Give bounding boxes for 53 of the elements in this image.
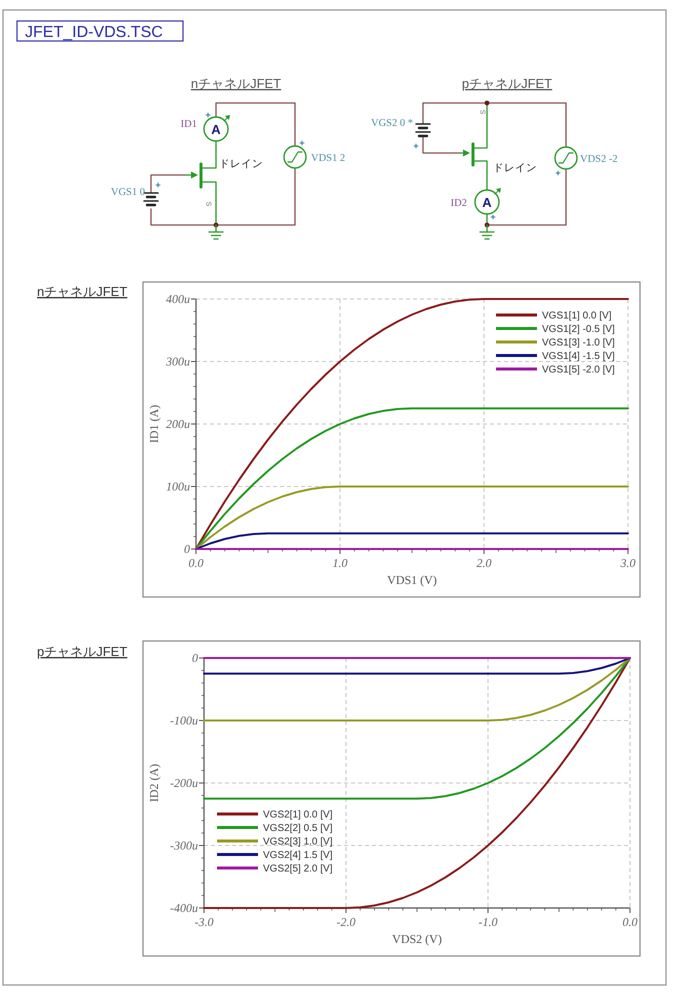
x-tick-label: -1.0 xyxy=(478,915,498,929)
x-tick-label: -3.0 xyxy=(194,915,214,929)
text: pチャネルJFET xyxy=(37,644,128,659)
x-tick-label: 2.0 xyxy=(476,556,492,570)
text: + xyxy=(299,138,305,148)
text: ID2 xyxy=(450,198,467,209)
legend-label: VGS2[5] 2.0 [V] xyxy=(263,864,333,875)
text: + xyxy=(155,180,161,190)
y-tick-label: 400u xyxy=(166,292,190,306)
x-axis-title: VDS2 (V) xyxy=(392,932,442,946)
text: pチャネルJFET xyxy=(462,76,552,91)
y-tick-label: -100u xyxy=(170,714,198,728)
text: ID1 xyxy=(180,119,197,130)
text: + xyxy=(205,110,211,120)
text: VGS1 0 xyxy=(110,187,145,198)
text: ドレイン xyxy=(219,158,263,170)
text: A xyxy=(482,195,492,210)
legend-label: VGS1[3] -1.0 [V] xyxy=(542,338,616,349)
y-axis-title: ID2 (A) xyxy=(147,764,161,802)
legend-label: VGS2[1] 0.0 [V] xyxy=(263,810,333,821)
text: + xyxy=(555,168,561,178)
legend-label: VGS2[2] 0.5 [V] xyxy=(263,823,333,834)
legend-label: VGS2[4] 1.5 [V] xyxy=(263,850,333,862)
text: nチャネルJFET xyxy=(37,284,128,299)
text: VGS2 0 * xyxy=(370,118,413,129)
legend-label: VGS1[1] 0.0 [V] xyxy=(542,310,612,322)
text: VDS2 -2 xyxy=(580,154,618,165)
x-axis-title: VDS1 (V) xyxy=(387,573,437,587)
y-tick-label: 200u xyxy=(166,417,190,431)
y-tick-label: -300u xyxy=(170,838,198,852)
y-tick-label: 0 xyxy=(192,651,198,665)
text: nチャネルJFET xyxy=(190,76,282,91)
x-tick-label: 0.0 xyxy=(622,915,638,929)
text: A xyxy=(211,122,222,137)
y-tick-label: -400u xyxy=(170,901,198,915)
x-tick-label: 1.0 xyxy=(332,556,348,570)
legend-label: VGS1[2] -0.5 [V] xyxy=(542,324,616,336)
text: ドレイン xyxy=(493,162,537,174)
text: + xyxy=(490,212,496,222)
legend-label: VGS1[5] -2.0 [V] xyxy=(542,364,616,376)
x-tick-label: 3.0 xyxy=(620,556,636,570)
x-tick-label: 0.0 xyxy=(188,556,204,570)
y-tick-label: 300u xyxy=(165,354,190,368)
text: VDS1 2 xyxy=(311,153,346,164)
text: JFET_ID-VDS.TSC xyxy=(25,24,163,41)
y-tick-label: 100u xyxy=(166,480,190,494)
y-tick-label: -200u xyxy=(170,776,198,790)
y-axis-title: ID1 (A) xyxy=(147,404,161,444)
text: + xyxy=(413,141,419,151)
x-tick-label: -2.0 xyxy=(336,915,356,929)
y-tick-label: 0 xyxy=(184,542,190,556)
legend-label: VGS2[3] 1.0 [V] xyxy=(263,836,333,848)
legend-label: VGS1[4] -1.5 [V] xyxy=(542,351,616,362)
